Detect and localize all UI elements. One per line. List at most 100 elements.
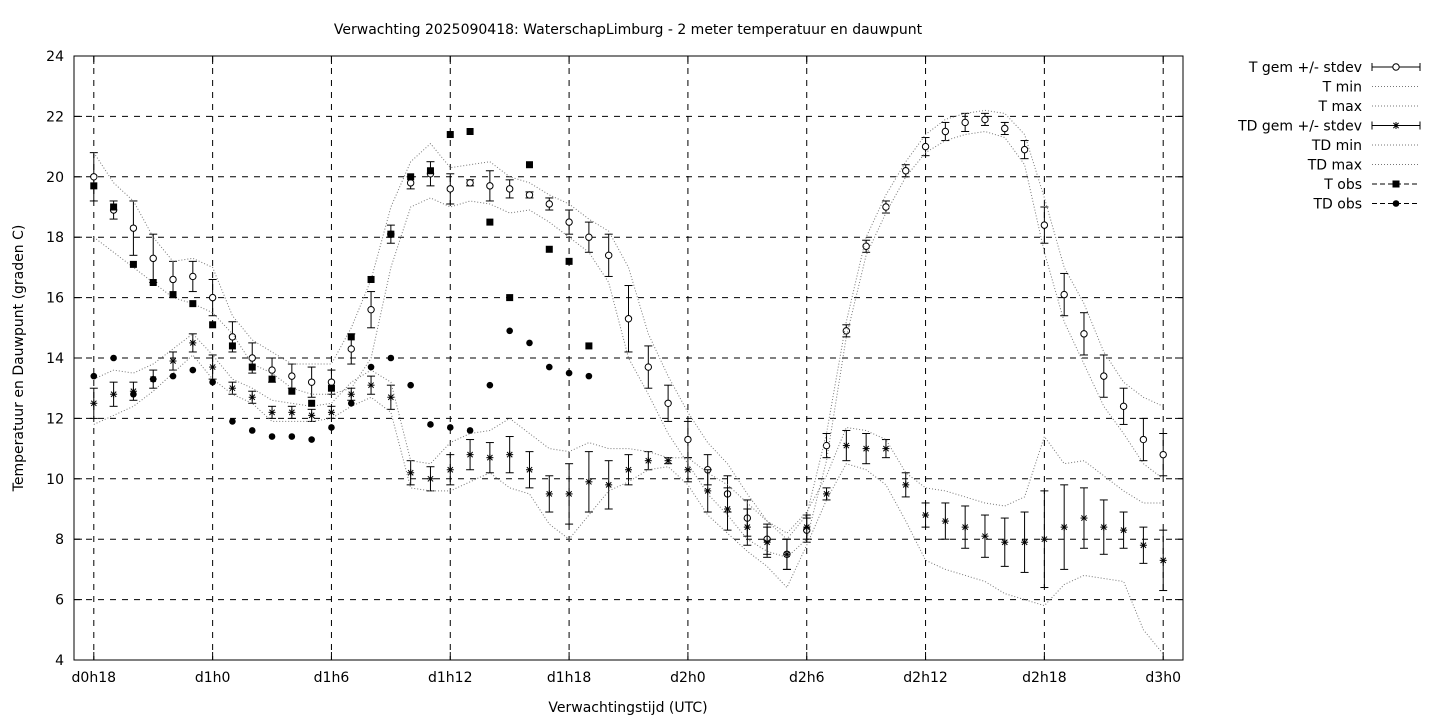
data-point <box>1120 526 1128 534</box>
data-point <box>229 418 236 425</box>
data-point <box>110 354 117 362</box>
data-point <box>308 436 315 443</box>
data-point <box>446 466 454 474</box>
legend-label: T obs <box>1323 177 1362 193</box>
legend-item: TD min <box>1311 138 1420 154</box>
series-t-gem-stdev <box>89 112 1168 570</box>
data-point <box>90 182 98 190</box>
data-point <box>922 511 930 519</box>
data-point <box>605 481 613 489</box>
data-point <box>328 424 335 431</box>
x-tick-label: d1h12 <box>428 670 472 686</box>
data-point <box>189 366 197 374</box>
data-point <box>129 260 137 268</box>
series-line <box>93 109 1164 540</box>
data-point <box>842 327 851 335</box>
data-point <box>1020 145 1029 154</box>
data-point <box>981 115 989 124</box>
data-point <box>367 381 375 389</box>
data-point <box>842 442 850 450</box>
data-point <box>644 457 652 465</box>
data-point <box>407 381 414 389</box>
x-tick-label: d3h0 <box>1145 670 1181 686</box>
series-line <box>93 333 1164 534</box>
y-tick-label: 24 <box>46 49 64 65</box>
data-point <box>902 481 910 489</box>
legend-label: TD obs <box>1312 197 1362 213</box>
data-point <box>724 505 732 513</box>
data-point <box>307 378 316 386</box>
data-point <box>248 363 256 371</box>
data-point <box>545 490 553 498</box>
data-point <box>1139 541 1147 549</box>
data-point <box>1080 514 1088 522</box>
data-point <box>327 378 336 386</box>
data-point <box>1040 535 1048 543</box>
data-point <box>1100 372 1108 380</box>
data-point <box>882 445 890 453</box>
series-line <box>93 130 1164 558</box>
series-t-obs <box>90 128 593 407</box>
data-point <box>763 538 771 546</box>
data-point <box>209 321 217 329</box>
y-axis-label: Temperatuur en Dauwpunt (graden C) <box>11 225 27 493</box>
data-point <box>367 363 375 371</box>
data-point <box>545 363 553 371</box>
data-point <box>941 127 950 136</box>
data-point <box>525 161 533 169</box>
data-point <box>288 408 296 416</box>
y-tick-label: 22 <box>46 109 64 125</box>
x-tick-label: d2h6 <box>789 670 825 686</box>
data-point <box>684 466 692 474</box>
data-point <box>248 354 256 362</box>
data-point <box>209 363 217 371</box>
data-point <box>1040 221 1049 229</box>
data-point <box>862 242 870 250</box>
data-point <box>446 185 454 193</box>
data-point <box>961 118 969 127</box>
data-point <box>961 523 969 531</box>
data-point <box>130 390 137 398</box>
legend: T gem +/- stdev T min T max TD gem +/- stde… <box>1237 60 1421 213</box>
data-point <box>506 451 514 459</box>
legend-label: T min <box>1322 80 1362 96</box>
x-tick-label: d2h12 <box>903 670 947 686</box>
data-point <box>387 354 395 362</box>
data-point <box>347 333 355 341</box>
data-point <box>228 342 236 350</box>
data-point <box>268 366 276 374</box>
data-point <box>90 173 98 181</box>
data-point <box>327 384 335 392</box>
data-point <box>545 245 553 253</box>
axis-ticks: 4 6 8 10 12 14 16 18 20 22 24 d0h18 d1h0 d1h6 d1h12 d1h… <box>46 49 1183 686</box>
data-point <box>1392 200 1400 207</box>
data-point <box>585 342 593 350</box>
data-point <box>248 393 256 401</box>
data-point <box>704 487 712 495</box>
legend-item: T obs <box>1323 177 1420 193</box>
data-point <box>209 378 216 386</box>
data-point <box>565 218 573 226</box>
data-point <box>387 230 395 238</box>
series-td-obs <box>90 327 593 443</box>
data-point <box>466 179 474 187</box>
data-point <box>426 167 434 175</box>
data-point <box>169 357 177 365</box>
data-point <box>466 128 474 135</box>
legend-item: TD gem +/- stdev <box>1237 119 1421 135</box>
data-point <box>1159 450 1167 459</box>
data-point <box>169 275 177 284</box>
data-point <box>268 375 276 383</box>
data-point <box>526 339 533 347</box>
legend-label: TD min <box>1311 138 1362 154</box>
data-point <box>525 191 534 199</box>
data-point <box>625 466 632 474</box>
data-point <box>208 293 217 302</box>
y-tick-label: 12 <box>46 411 64 427</box>
legend-label: T max <box>1317 99 1362 115</box>
data-point <box>565 257 573 265</box>
data-point <box>941 517 949 525</box>
data-point <box>664 399 672 407</box>
data-point <box>981 532 989 540</box>
y-tick-label: 14 <box>46 351 64 367</box>
